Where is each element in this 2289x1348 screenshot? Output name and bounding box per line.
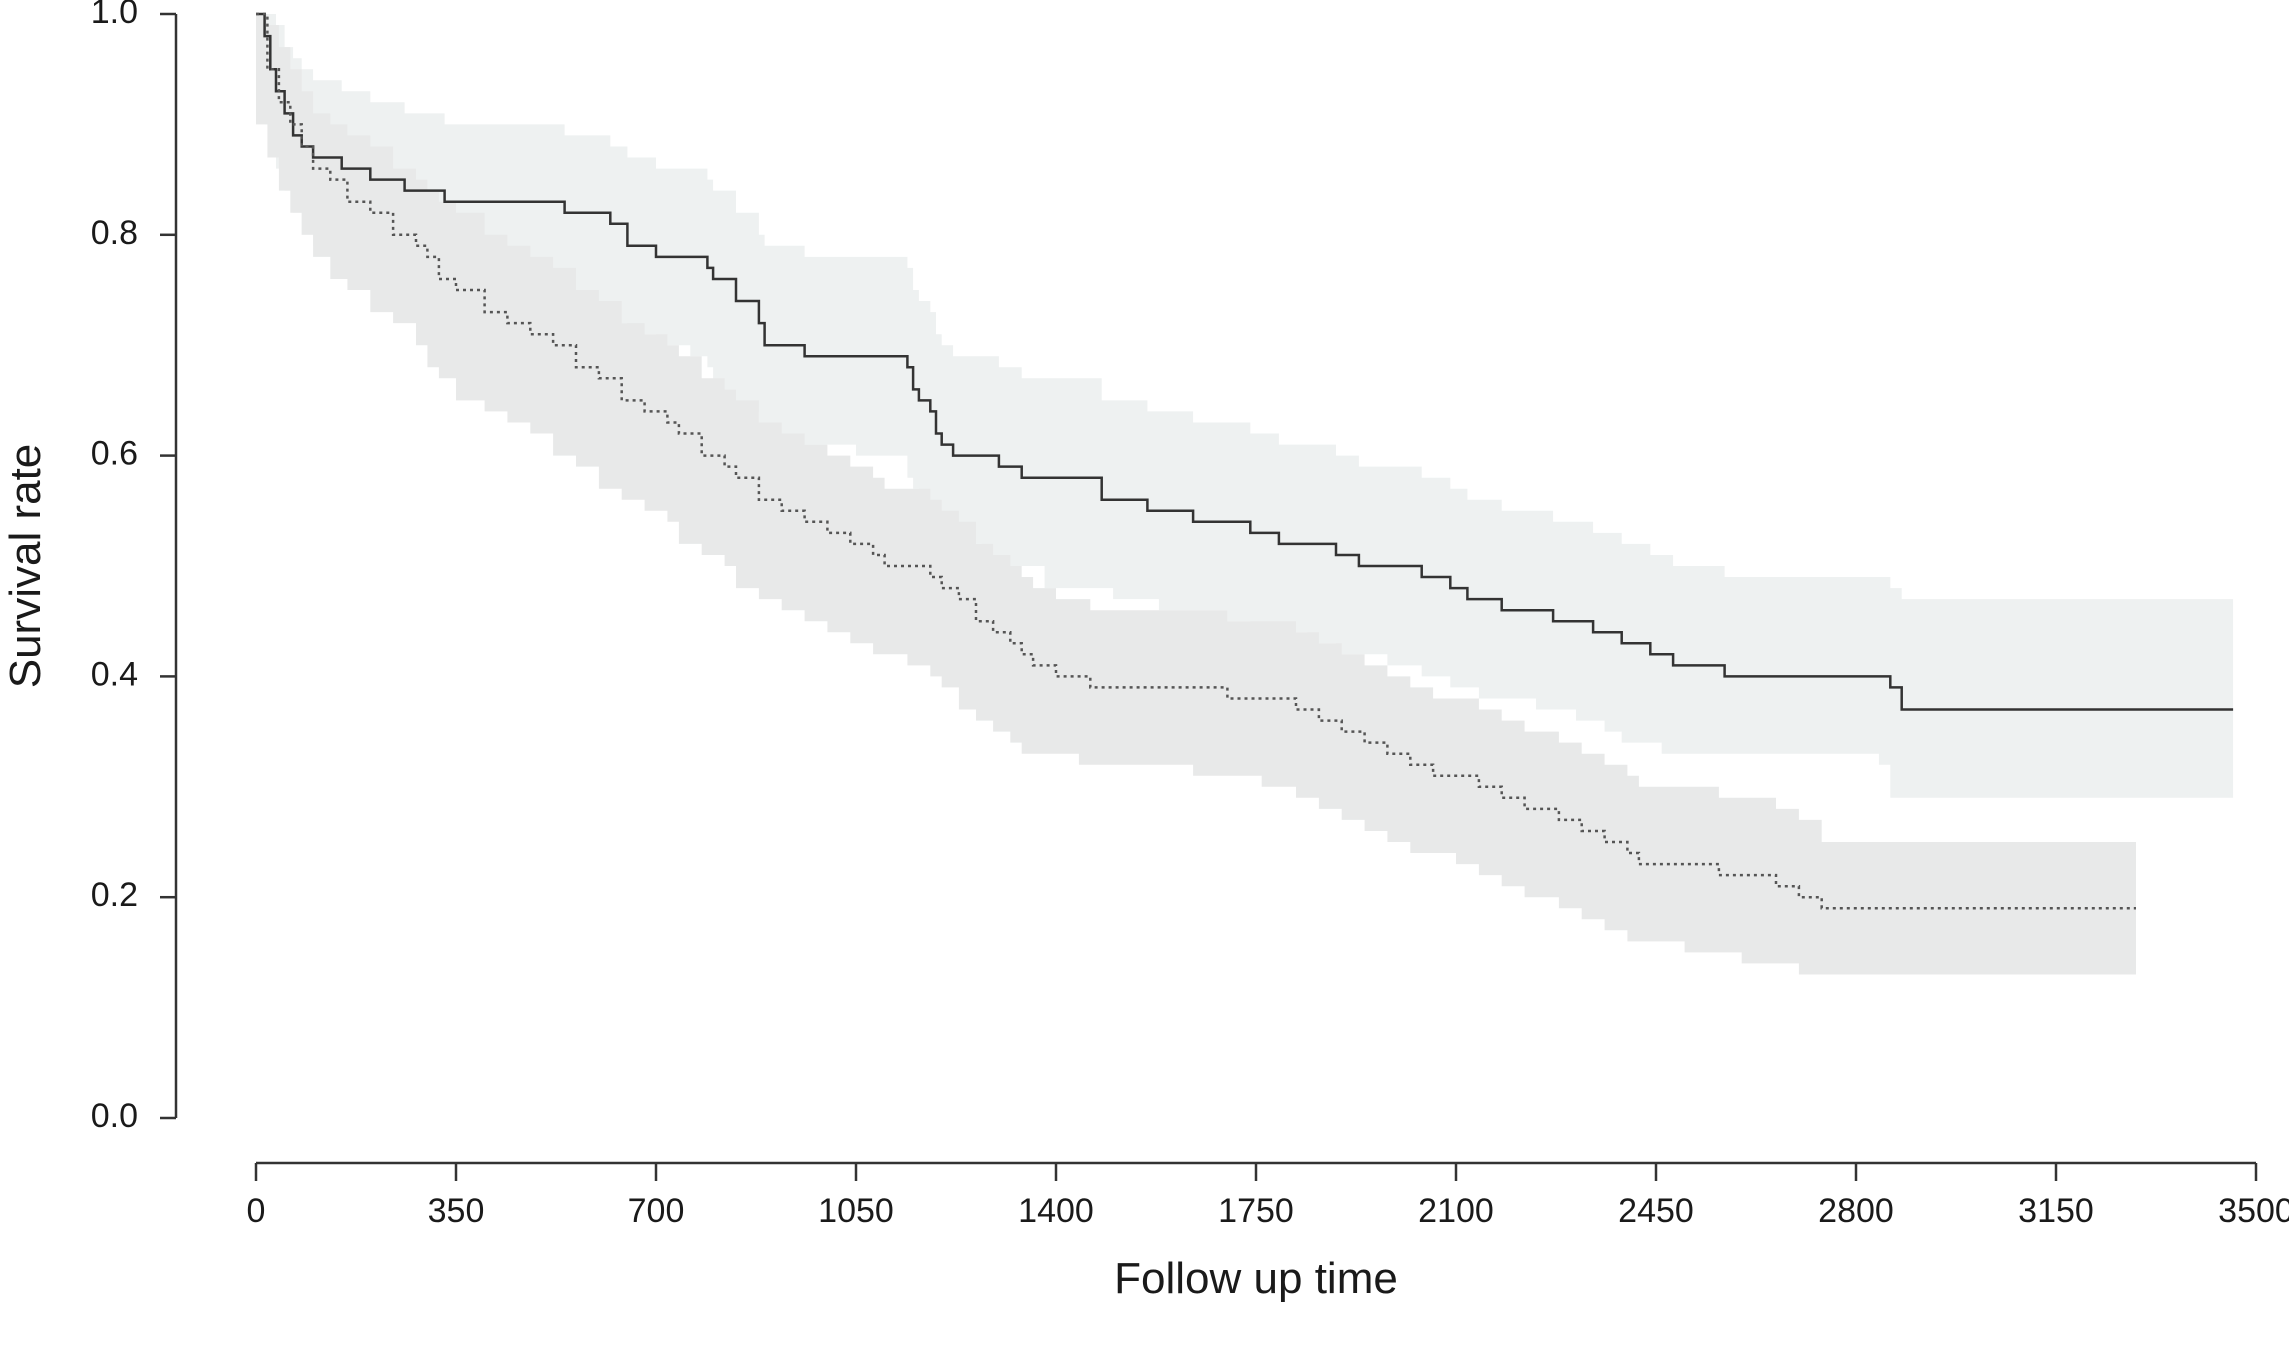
x-tick-label: 1400 [1018, 1192, 1094, 1230]
x-tick-label: 3500 [2218, 1192, 2289, 1230]
x-tick-label: 0 [247, 1192, 266, 1230]
x-tick-label: 350 [428, 1192, 485, 1230]
survival-curve-1 [256, 12, 2234, 711]
survival-curves [256, 12, 2234, 910]
x-tick-label: 3150 [2018, 1192, 2094, 1230]
y-tick-label: 0.6 [91, 435, 138, 473]
confidence-band-2 [256, 14, 2136, 975]
y-axis-title: Survival rate [1, 444, 50, 689]
x-tick-label: 2450 [1618, 1192, 1694, 1230]
x-tick-label: 1750 [1218, 1192, 1294, 1230]
y-tick-label: 0.0 [91, 1097, 138, 1135]
y-tick-label: 1.0 [91, 0, 138, 31]
y-tick-label: 0.8 [91, 214, 138, 252]
confidence-bands [256, 14, 2234, 975]
y-ticks: 0.0 0.2 0.4 0.6 0.8 1.0 [91, 0, 176, 1135]
x-tick-label: 700 [628, 1192, 685, 1230]
x-tick-label: 1050 [818, 1192, 894, 1230]
x-tick-label: 2800 [1818, 1192, 1894, 1230]
x-tick-label: 2100 [1418, 1192, 1494, 1230]
survival-curve-2 [256, 12, 2136, 910]
y-tick-label: 0.4 [91, 655, 138, 693]
x-ticks: 0 350 700 1050 1400 1750 2100 2450 2800 3150 3500 [247, 1163, 2289, 1230]
x-axis-title: Follow up time [1114, 1254, 1398, 1303]
y-tick-label: 0.2 [91, 876, 138, 914]
confidence-band-1 [256, 14, 2234, 798]
